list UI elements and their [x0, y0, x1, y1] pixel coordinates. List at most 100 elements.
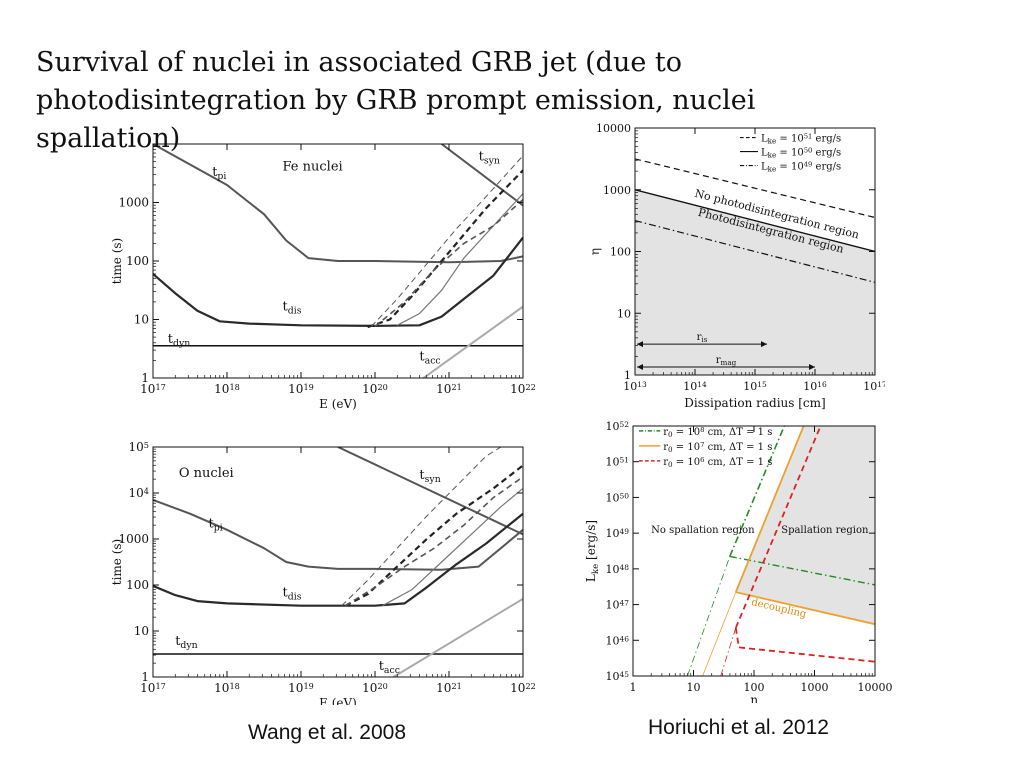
eta-xtick-label-3: 1016	[803, 380, 827, 393]
eta-xtick-label-0: 1013	[623, 380, 647, 393]
spall-xtick-label-0: 1	[630, 681, 637, 694]
spall-series-r0-1e7-steep-thin	[702, 591, 737, 676]
spall-series-r0-1e7-decoupling	[735, 591, 875, 626]
fe-ylabel: time (s)	[110, 238, 124, 284]
o-xtick-label-1: 1018	[214, 681, 240, 695]
spall-series-r0-1e8-steep	[729, 426, 786, 557]
o-ytick-label-3: 1000	[118, 532, 149, 546]
fe-xtick-label-1: 1018	[214, 382, 240, 396]
eta-series-l-ke-1e49	[635, 220, 875, 283]
spall-xtick-label-1: 10	[687, 681, 701, 694]
eta-series-l-ke-1e51	[635, 158, 875, 219]
o-nuclei-chart: 1017 1018 1019 1020 1021 1022 1 10 100 1000 104 105…	[110, 440, 536, 705]
caption-horiuchi: Horiuchi et al. 2012	[648, 716, 829, 739]
fe-xtick-label-4: 1021	[436, 382, 462, 396]
fe-series-t-pi	[153, 144, 523, 264]
o-series-t-dis-dash-mid	[344, 476, 523, 607]
o-series-t-dis-mid	[382, 487, 523, 607]
fe-xtick-label-5: 1022	[510, 382, 536, 396]
spall-ytick-label-4: 1049	[605, 527, 629, 540]
fe-annotation-dyn: tdyn	[168, 332, 191, 349]
spall-xlabel: η	[750, 693, 757, 703]
o-series-t-dis-dash-bold	[344, 464, 523, 607]
spall-series-r0-1e6-steep	[734, 426, 822, 629]
eta-xtick-label-4: 1017	[863, 380, 885, 393]
spallation-chart: 1 10 100 1000 10000 1045 1046 1047 1048 1049 1050 1…	[585, 420, 893, 703]
fe-series-t-dis-dash-bold	[367, 169, 523, 329]
o-ytick-label-4: 104	[129, 486, 149, 500]
spall-xtick-label-3: 1000	[801, 681, 829, 694]
spall-ytick-label-0: 1045	[605, 670, 629, 683]
fe-xtick-label-0: 1017	[140, 382, 166, 396]
o-xtick-label-5: 1022	[510, 681, 536, 695]
fe-xtick-label-2: 1019	[288, 382, 314, 396]
eta-photodisintegration-shaded-region	[635, 189, 875, 375]
o-ytick-label-2: 100	[126, 578, 149, 592]
fe-series-t-dis-dash-thin	[370, 155, 523, 327]
o-series-t-pi	[153, 498, 523, 571]
o-annotation-dyn: tdyn	[175, 634, 198, 651]
fe-series-t-dis-dash-mid	[374, 199, 523, 328]
o-annotation-acc: tacc	[379, 659, 400, 676]
eta-ytick-label-2: 100	[610, 246, 631, 259]
o-series-t-dis	[153, 512, 523, 607]
spall-xtick-label-4: 10000	[858, 681, 893, 694]
eta-dissipation-chart: 1013 1014 1015 1016 1017 1 10 100 1000 10000 Dissi…	[588, 122, 885, 410]
fe-plot-area	[153, 144, 523, 378]
eta-xlabel: Dissipation radius [cm]	[684, 396, 825, 410]
fe-annotation-pi: tpi	[212, 165, 226, 182]
eta-arrowhead-right-mag	[809, 363, 815, 370]
spall-series-r0-1e8-decoupling	[729, 555, 875, 586]
eta-arrowhead-left-mag	[637, 363, 643, 370]
eta-xtick-label-1: 1014	[683, 380, 707, 393]
spall-series-r0-1e8-steep-thin	[687, 556, 731, 676]
o-series-t-dis-dash-thin	[341, 447, 502, 607]
eta-arrow-label-is: ris	[697, 332, 708, 344]
o-series-t-syn	[337, 447, 523, 536]
fe-annotation-dis: tdis	[283, 300, 302, 317]
spall-ytick-label-2: 1047	[605, 599, 629, 612]
o-ytick-label-1: 10	[134, 624, 149, 638]
spall-plot-area	[687, 426, 875, 676]
slide-title-line-1: Survival of nuclei in associated GRB jet…	[36, 47, 683, 78]
slide-title-line-3: spallation)	[36, 123, 181, 154]
fe-ytick-label-3: 1000	[118, 196, 149, 210]
spallation-legend-label-0: r0 = 108 cm, ΔT = 1 s	[663, 426, 772, 439]
eta-ytick-label-3: 1000	[603, 184, 631, 197]
spall-series-r0-1e7-steep	[734, 426, 805, 593]
o-plot-area	[153, 447, 523, 677]
fe-xtick-label-3: 1020	[362, 382, 388, 396]
eta-legend-label-0: Lke = 1051 erg/s	[761, 133, 841, 146]
eta-arrowhead-left-is	[637, 341, 643, 348]
eta-legend-label-2: Lke = 1049 erg/s	[761, 161, 841, 174]
spallation-region-label-no-spallation: No spallation region	[651, 525, 755, 536]
caption-wang: Wang et al. 2008	[248, 721, 406, 744]
o-xtick-label-4: 1021	[436, 681, 462, 695]
spall-ytick-label-3: 1048	[605, 563, 629, 576]
spall-series-r0-1e6-steep-thin	[720, 627, 737, 676]
eta-arrowhead-right-is	[761, 341, 767, 348]
eta-ylabel: η	[588, 248, 602, 255]
o-chart-title: O nuclei	[179, 466, 234, 481]
o-annotation-dis: tdis	[283, 586, 302, 603]
o-frame	[152, 446, 524, 678]
spall-ytick-label-6: 1051	[605, 456, 629, 469]
fe-xlabel: E (eV)	[319, 397, 357, 411]
o-ytick-label-5: 105	[129, 440, 149, 454]
spall-ylabel: Lke [erg/s]	[585, 520, 601, 582]
spallation-shaded-region	[735, 426, 875, 625]
eta-arrow-label-mag: rmag	[716, 355, 737, 367]
spall-series-r0-1e6-decoupling	[734, 627, 875, 663]
fe-series-t-dis	[153, 236, 523, 327]
o-xlabel: E (eV)	[319, 696, 357, 705]
slide-title-line-2: photodisintegration by GRB prompt emissi…	[36, 85, 756, 116]
fe-ytick-label-0: 1	[141, 371, 149, 385]
fe-annotation-acc: tacc	[419, 349, 440, 366]
eta-ytick-label-1: 10	[617, 307, 631, 320]
o-xtick-label-3: 1020	[362, 681, 388, 695]
o-ylabel: time (s)	[110, 539, 124, 585]
eta-legend-label-1: Lke = 1050 erg/s	[761, 147, 841, 160]
spallation-legend-label-2: r0 = 106 cm, ΔT = 1 s	[663, 456, 772, 469]
spall-ytick-label-1: 1046	[605, 634, 629, 647]
o-annotation-pi: tpi	[209, 517, 223, 534]
